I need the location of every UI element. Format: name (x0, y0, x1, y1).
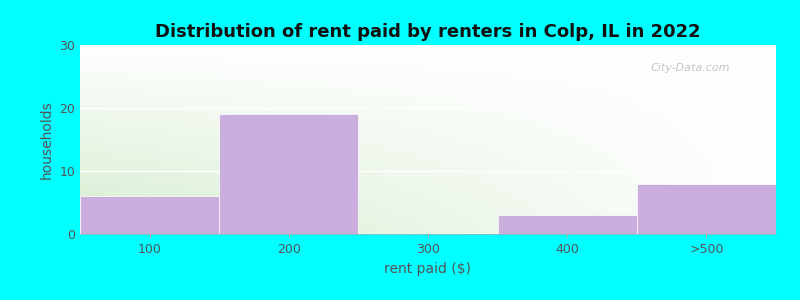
Bar (219, 114, 358, 234)
Bar (498, 215, 637, 234)
Y-axis label: households: households (40, 100, 54, 179)
Title: Distribution of rent paid by renters in Colp, IL in 2022: Distribution of rent paid by renters in … (155, 23, 701, 41)
X-axis label: rent paid ($): rent paid ($) (385, 262, 471, 276)
Bar (80, 196, 219, 234)
Text: City-Data.com: City-Data.com (650, 63, 730, 73)
Bar (637, 184, 776, 234)
